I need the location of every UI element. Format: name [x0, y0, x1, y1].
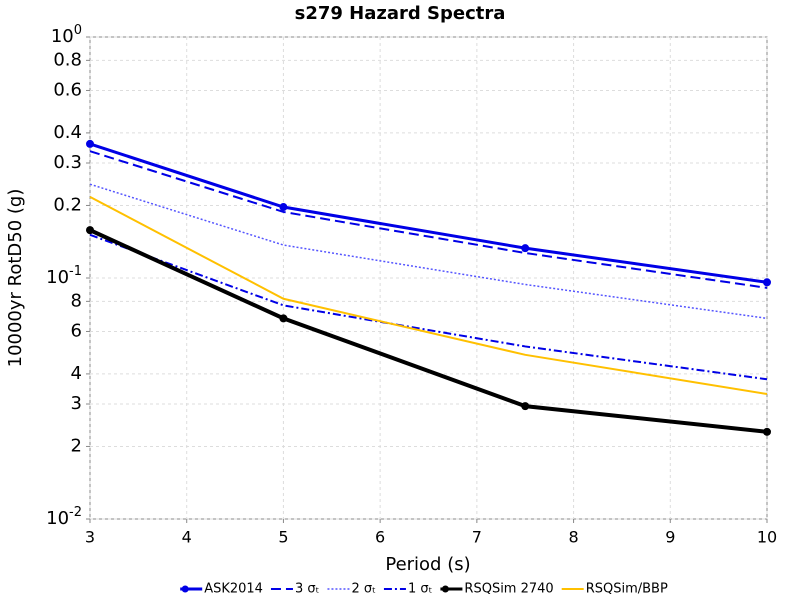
y-tick-label: 0.8 — [53, 49, 82, 70]
legend-label: RSQSim/BBP — [586, 582, 668, 597]
y-tick-label: 0.3 — [53, 152, 82, 173]
x-tick-label: 3 — [85, 528, 95, 547]
legend: ASK2014 3 σₜ 2 σₜ 1 σₜ RSQSim 2740 RSQSim/BBP — [180, 582, 668, 597]
y-tick-label: 3 — [71, 393, 82, 414]
y-tick-label: 0.4 — [53, 122, 82, 143]
y-tick-label: 10-1 — [46, 264, 82, 289]
x-tick-label: 5 — [278, 528, 288, 547]
data-point — [521, 402, 530, 411]
data-point — [521, 244, 530, 253]
series-line — [89, 196, 768, 396]
x-tick-label: 6 — [375, 528, 385, 547]
data-point — [279, 203, 288, 212]
data-point — [86, 139, 94, 148]
data-point — [279, 314, 288, 323]
legend-marker — [181, 585, 189, 593]
legend-marker — [441, 585, 449, 593]
x-tick-label: 7 — [472, 528, 482, 547]
data-point — [86, 226, 94, 235]
y-tick-label: 100 — [51, 23, 82, 48]
series-line — [89, 150, 768, 289]
data-point — [763, 427, 771, 436]
y-tick-label: 0.2 — [53, 194, 82, 215]
data-point — [763, 278, 771, 287]
x-tick-label: 8 — [568, 528, 578, 547]
x-tick-label: 9 — [665, 528, 675, 547]
legend-label: RSQSim 2740 — [464, 582, 553, 597]
y-tick-label: 0.6 — [53, 79, 82, 100]
y-tick-label: 10-2 — [46, 505, 82, 530]
series-line — [89, 233, 768, 381]
legend-label: 2 σₜ — [351, 582, 376, 597]
y-tick-label: 2 — [71, 435, 82, 456]
series-line — [89, 228, 768, 434]
x-axis-label: Period (s) — [385, 554, 470, 575]
x-tick-label: 4 — [182, 528, 192, 547]
legend-label: 3 σₜ — [295, 582, 320, 597]
x-tick-label: 10 — [757, 528, 777, 547]
chart-title: s279 Hazard Spectra — [295, 3, 506, 24]
series-line — [89, 142, 768, 284]
legend-label: ASK2014 — [204, 582, 263, 597]
y-tick-label: 6 — [71, 320, 82, 341]
series-line — [89, 183, 768, 320]
y-tick-label: 4 — [71, 363, 82, 384]
legend-label: 1 σₜ — [408, 582, 433, 597]
y-axis-label: 10000yr RotD50 (g) — [5, 189, 26, 368]
y-tick-label: 8 — [71, 290, 82, 311]
